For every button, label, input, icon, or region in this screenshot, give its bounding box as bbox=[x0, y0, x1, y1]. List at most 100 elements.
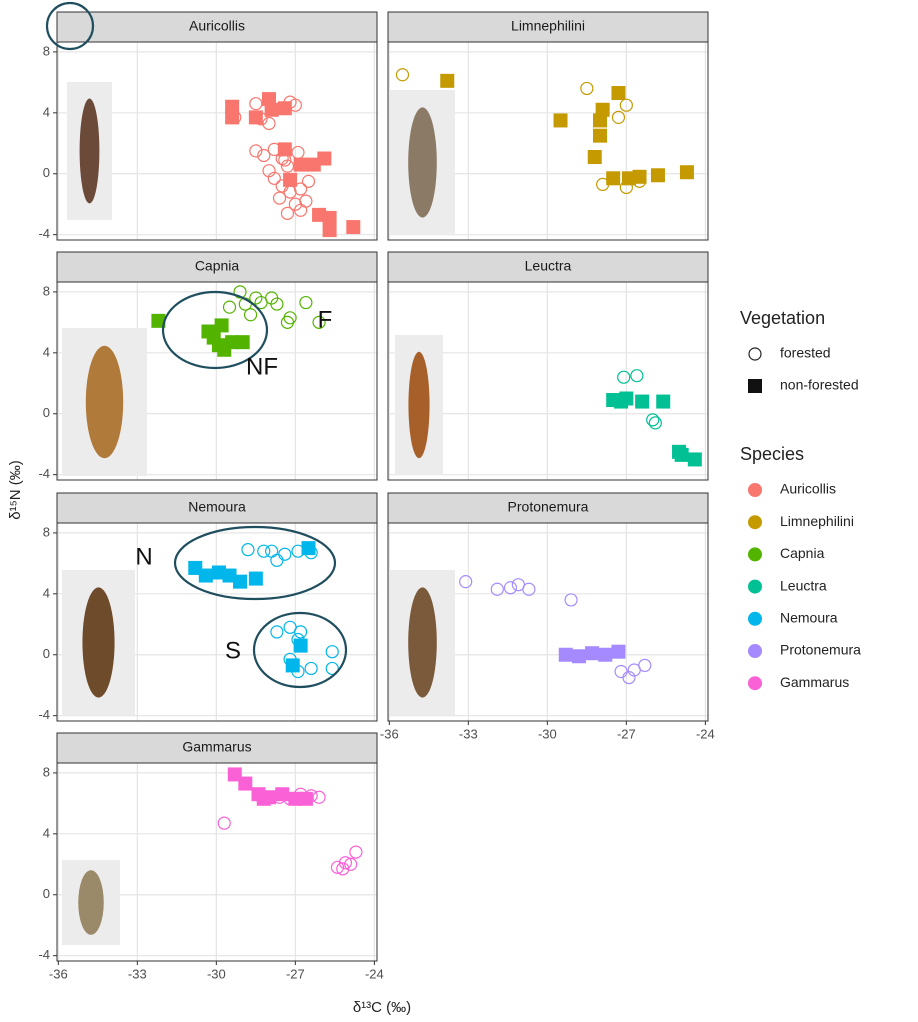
point bbox=[283, 172, 298, 187]
point bbox=[249, 144, 263, 158]
annotation: S bbox=[225, 637, 241, 664]
point bbox=[264, 102, 279, 117]
point bbox=[225, 335, 240, 350]
y-tick-label: 4 bbox=[43, 585, 50, 600]
annotation: NF bbox=[246, 353, 278, 380]
point bbox=[325, 661, 339, 676]
point bbox=[606, 171, 621, 186]
point bbox=[211, 565, 226, 580]
point bbox=[503, 581, 518, 595]
point bbox=[294, 203, 308, 217]
point bbox=[233, 285, 247, 299]
panel-border bbox=[56, 522, 378, 722]
point bbox=[674, 447, 689, 462]
y-tick-label: -4 bbox=[38, 226, 50, 241]
legend-key bbox=[748, 379, 762, 393]
point bbox=[346, 220, 361, 235]
x-tick-label: -30 bbox=[207, 966, 226, 981]
point bbox=[580, 81, 594, 96]
point bbox=[277, 142, 292, 157]
point bbox=[278, 547, 292, 561]
panel-border bbox=[56, 41, 378, 241]
point bbox=[280, 159, 295, 173]
point bbox=[650, 168, 665, 183]
point bbox=[490, 582, 504, 596]
point bbox=[611, 644, 626, 659]
point bbox=[553, 113, 568, 128]
facet-title: Auricollis bbox=[189, 18, 245, 34]
legend-label: Auricollis bbox=[780, 481, 836, 497]
point bbox=[564, 593, 578, 607]
point bbox=[298, 791, 313, 806]
point bbox=[522, 582, 536, 596]
y-tick-label: 0 bbox=[43, 646, 50, 661]
point bbox=[270, 297, 284, 311]
point bbox=[262, 92, 277, 107]
point bbox=[294, 182, 308, 196]
point bbox=[585, 646, 600, 661]
facet-title: Protonemura bbox=[508, 499, 589, 515]
photo-insect bbox=[78, 870, 104, 935]
x-tick-label: -24 bbox=[365, 966, 384, 981]
point bbox=[632, 169, 647, 184]
x-tick-label: -24 bbox=[696, 726, 715, 741]
panel-border bbox=[56, 762, 378, 962]
point bbox=[272, 191, 287, 205]
point bbox=[317, 151, 332, 166]
point bbox=[248, 110, 263, 125]
point bbox=[687, 452, 702, 467]
strip bbox=[56, 492, 378, 524]
point bbox=[285, 658, 300, 673]
legend-key bbox=[748, 515, 762, 530]
point bbox=[233, 574, 248, 589]
point bbox=[349, 845, 363, 859]
legend-key bbox=[748, 547, 762, 562]
point bbox=[222, 300, 237, 314]
legend-label: Limnephilini bbox=[780, 513, 854, 529]
point bbox=[270, 625, 284, 639]
legend-label: Leuctra bbox=[780, 577, 827, 593]
point bbox=[336, 862, 350, 876]
point bbox=[617, 370, 631, 384]
point bbox=[395, 68, 410, 82]
point bbox=[301, 541, 316, 556]
photo-insect bbox=[82, 587, 115, 698]
point bbox=[277, 101, 292, 116]
point bbox=[619, 98, 633, 112]
legend-key bbox=[748, 483, 762, 497]
point bbox=[225, 99, 240, 114]
y-tick-label: 4 bbox=[43, 825, 50, 840]
point bbox=[198, 568, 213, 583]
y-tick-label: -4 bbox=[38, 707, 50, 722]
photo-insect bbox=[79, 98, 100, 204]
legend-key bbox=[748, 676, 762, 691]
point bbox=[593, 113, 608, 128]
point bbox=[241, 543, 255, 557]
y-tick-label: 8 bbox=[43, 43, 50, 58]
point bbox=[280, 206, 295, 220]
panel-border bbox=[387, 41, 709, 241]
facet-title: Gammarus bbox=[182, 739, 251, 755]
y-tick-label: -4 bbox=[38, 466, 50, 481]
cluster-ellipse bbox=[161, 290, 269, 370]
point bbox=[593, 128, 608, 143]
annotation: F bbox=[318, 306, 333, 333]
point bbox=[249, 97, 263, 111]
point bbox=[267, 171, 281, 185]
point bbox=[635, 394, 650, 409]
legend-label: Capnia bbox=[780, 545, 825, 561]
y-tick-label: 0 bbox=[43, 165, 50, 180]
facet-title: Leuctra bbox=[525, 258, 572, 274]
point bbox=[312, 207, 327, 222]
y-tick-label: 8 bbox=[43, 764, 50, 779]
y-tick-label: 0 bbox=[43, 886, 50, 901]
y-tick-label: 4 bbox=[43, 104, 50, 119]
legend-title: Species bbox=[740, 444, 804, 464]
strip bbox=[56, 11, 378, 43]
point bbox=[587, 149, 602, 164]
point bbox=[211, 338, 226, 353]
point bbox=[344, 857, 358, 871]
point bbox=[571, 649, 586, 664]
point bbox=[611, 86, 626, 101]
